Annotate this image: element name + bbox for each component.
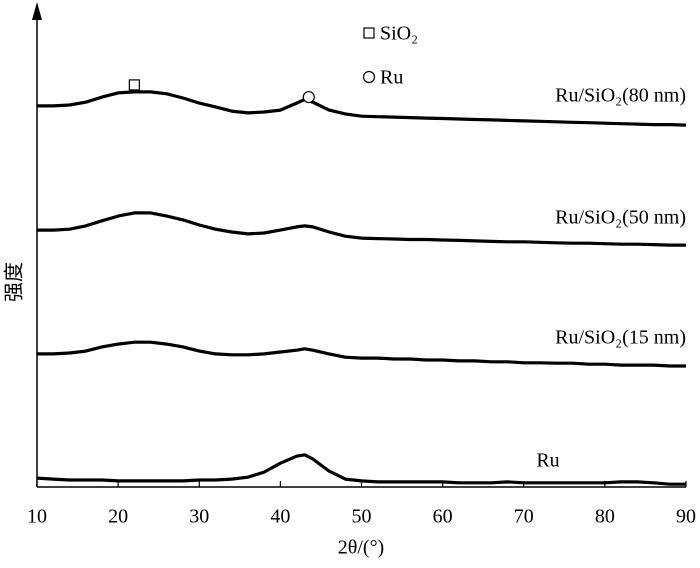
x-tick-label: 60 bbox=[433, 506, 453, 528]
x-tick-label: 50 bbox=[352, 506, 372, 528]
x-tick-label: 10 bbox=[27, 506, 47, 528]
series-line bbox=[37, 211, 686, 247]
series-line bbox=[36, 453, 686, 486]
x-axis-label: 2θ/(°) bbox=[338, 537, 384, 559]
series-label: Ru/SiO₂(80 nm) bbox=[555, 85, 686, 107]
legend-label: Ru bbox=[380, 67, 403, 89]
peak-marker bbox=[128, 79, 140, 91]
series-line bbox=[37, 340, 686, 368]
series-label: Ru/SiO₂(50 nm) bbox=[555, 207, 686, 229]
x-tick-label: 80 bbox=[595, 506, 615, 528]
x-tick-label: 30 bbox=[189, 506, 209, 528]
x-tick-label: 40 bbox=[270, 506, 290, 528]
y-axis-arrow bbox=[32, 2, 42, 20]
legend-symbol bbox=[362, 70, 376, 84]
legend-symbol bbox=[363, 27, 375, 39]
peak-marker bbox=[302, 90, 315, 104]
x-tick-label: 70 bbox=[514, 506, 534, 528]
legend-label: SiO₂ bbox=[380, 23, 418, 45]
series-label: Ru/SiO₂(15 nm) bbox=[555, 327, 686, 349]
series-label: Ru bbox=[536, 450, 559, 472]
x-tick-label: 20 bbox=[108, 506, 128, 528]
x-tick-label: 90 bbox=[676, 506, 696, 528]
series-line bbox=[37, 90, 687, 127]
y-axis-label: 强度 bbox=[3, 262, 26, 302]
